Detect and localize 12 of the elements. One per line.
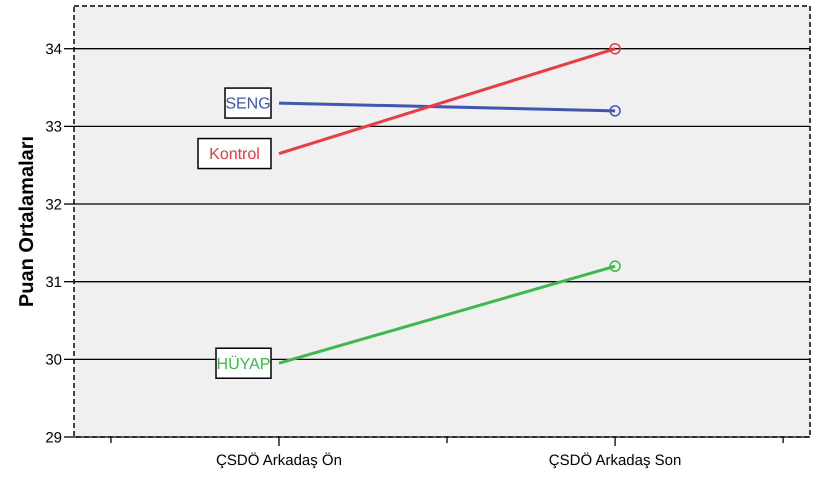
y-tick-label: 29 xyxy=(45,429,62,446)
y-tick-label: 32 xyxy=(45,196,62,214)
series-label: SENG xyxy=(225,96,271,113)
y-tick-label: 33 xyxy=(45,118,62,136)
y-tick-label: 31 xyxy=(45,274,62,291)
y-axis-title: Puan Ortalamaları xyxy=(16,136,38,308)
x-tick-label: ÇSDÖ Arkadaş Ön xyxy=(216,452,342,469)
y-tick-label: 30 xyxy=(45,352,62,369)
x-tick-label: ÇSDÖ Arkadaş Son xyxy=(548,452,682,469)
y-tick-label: 34 xyxy=(45,40,62,58)
series-label: Kontrol xyxy=(209,146,260,164)
series-label: HÜYAP xyxy=(216,354,270,373)
